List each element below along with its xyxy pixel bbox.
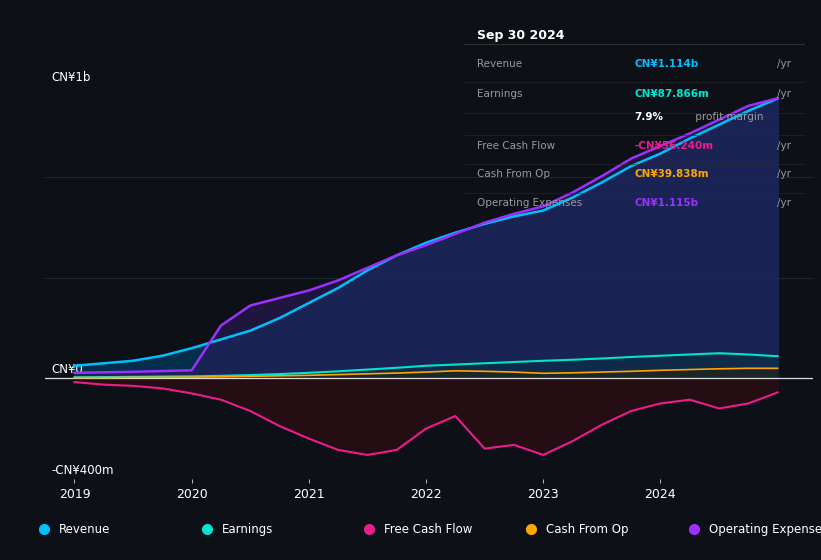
Text: CN¥87.866m: CN¥87.866m (635, 90, 709, 100)
Text: Free Cash Flow: Free Cash Flow (478, 141, 556, 151)
Text: profit margin: profit margin (692, 112, 764, 122)
Text: Sep 30 2024: Sep 30 2024 (478, 29, 565, 42)
Text: /yr: /yr (777, 59, 791, 69)
Text: /yr: /yr (777, 90, 791, 100)
Text: 7.9%: 7.9% (635, 112, 663, 122)
Text: Operating Expenses: Operating Expenses (478, 198, 583, 208)
Text: /yr: /yr (777, 141, 791, 151)
Text: CN¥1.114b: CN¥1.114b (635, 59, 699, 69)
Text: CN¥0: CN¥0 (51, 363, 83, 376)
Text: Cash From Op: Cash From Op (478, 169, 551, 179)
Text: -CN¥400m: -CN¥400m (51, 464, 114, 477)
Text: CN¥1.115b: CN¥1.115b (635, 198, 699, 208)
Text: -CN¥56.240m: -CN¥56.240m (635, 141, 713, 151)
Text: Free Cash Flow: Free Cash Flow (384, 522, 472, 536)
Text: Cash From Op: Cash From Op (547, 522, 629, 536)
Text: Revenue: Revenue (59, 522, 111, 536)
Text: Revenue: Revenue (478, 59, 523, 69)
Text: /yr: /yr (777, 198, 791, 208)
Text: CN¥39.838m: CN¥39.838m (635, 169, 709, 179)
Text: CN¥1b: CN¥1b (51, 71, 90, 83)
Text: /yr: /yr (777, 169, 791, 179)
Text: Operating Expenses: Operating Expenses (709, 522, 821, 536)
Text: Earnings: Earnings (478, 90, 523, 100)
Text: Earnings: Earnings (222, 522, 273, 536)
